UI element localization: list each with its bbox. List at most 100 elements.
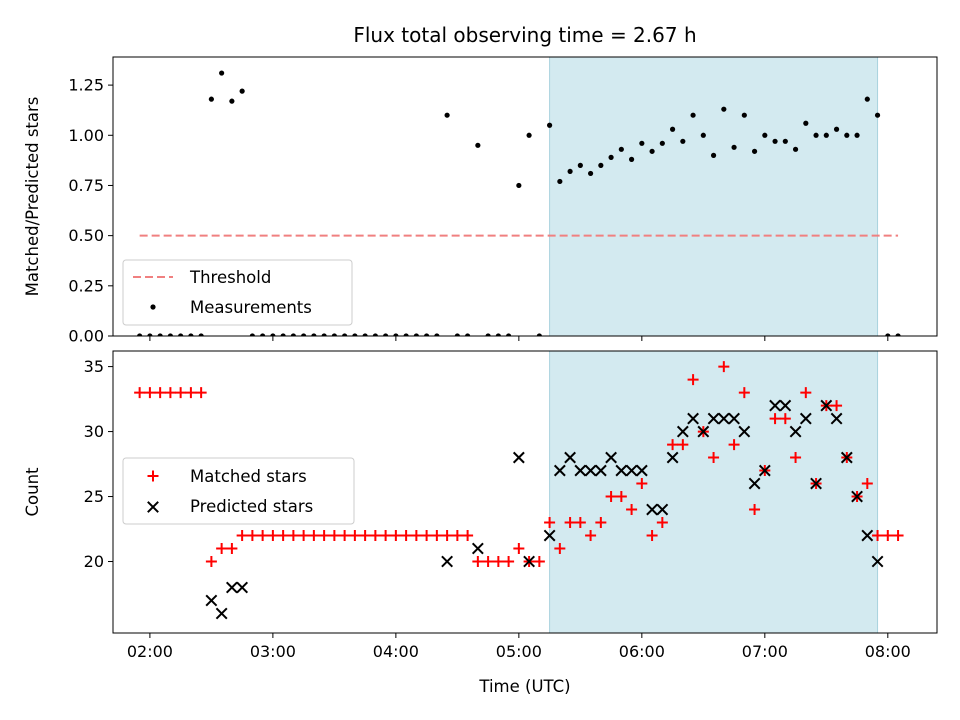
bottom-ytick-label: 20 xyxy=(84,552,104,571)
measurement-point xyxy=(546,122,553,128)
measurement-point xyxy=(198,333,204,336)
bottom-ytick-label: 35 xyxy=(84,357,104,376)
measurement-point xyxy=(147,333,153,336)
matched-star-point xyxy=(615,491,627,503)
predicted-star-point xyxy=(236,581,249,594)
predicted-star-point xyxy=(728,412,740,425)
matched-star-point xyxy=(298,530,310,542)
top-axes-frame xyxy=(112,56,938,337)
predicted-star-point xyxy=(666,451,679,464)
matched-star-point xyxy=(462,530,474,542)
bottom-xtick-label: 06:00 xyxy=(619,642,665,661)
predicted-star-point xyxy=(553,464,566,477)
matched-star-point xyxy=(708,452,720,464)
measurement-point xyxy=(249,333,255,336)
predicted-star-point xyxy=(758,464,771,477)
matched-star-point xyxy=(308,530,320,542)
bottom-xtick-label: 02:00 xyxy=(127,642,173,661)
measurement-point xyxy=(413,333,419,336)
predicted-star-point xyxy=(820,399,833,412)
matched-star-point xyxy=(369,530,381,542)
legend-matched-label: Matched stars xyxy=(190,467,307,486)
matched-star-point xyxy=(195,387,207,399)
matched-star-point xyxy=(790,452,802,464)
legend-predicted-label: Predicted stars xyxy=(190,497,313,516)
measurement-point xyxy=(178,333,184,336)
measurement-point xyxy=(372,333,378,336)
predicted-star-point xyxy=(584,464,597,477)
measurement-point xyxy=(424,333,430,336)
predicted-star-point xyxy=(646,503,658,516)
matched-star-point xyxy=(482,556,494,568)
top-legend: Threshold Measurements xyxy=(122,259,353,326)
matched-star-point xyxy=(882,530,894,542)
measurement-point xyxy=(393,333,399,336)
measurement-point xyxy=(157,333,163,336)
measurement-point xyxy=(383,333,389,336)
measurement-point xyxy=(792,146,799,152)
measurement-point xyxy=(188,333,194,336)
measurement-point xyxy=(762,132,768,138)
predicted-star-point xyxy=(215,607,228,620)
matched-star-point xyxy=(872,530,884,542)
matched-star-point xyxy=(831,400,843,412)
matched-star-point xyxy=(380,530,392,542)
matched-star-point xyxy=(892,530,904,542)
matched-star-point xyxy=(410,530,422,542)
measurement-point xyxy=(803,120,809,126)
matched-star-point xyxy=(144,387,156,399)
predicted-star-point xyxy=(564,451,577,464)
measurement-point xyxy=(454,333,460,336)
measurement-point xyxy=(587,170,594,177)
predicted-star-point xyxy=(789,425,802,438)
matched-star-point xyxy=(533,556,545,568)
top-data-layer xyxy=(137,70,901,336)
bottom-xtick-label: 08:00 xyxy=(865,642,911,661)
measurement-point xyxy=(782,138,788,144)
measurement-point xyxy=(844,132,850,138)
matched-star-point xyxy=(779,413,791,425)
matched-star-point xyxy=(226,543,238,555)
measurement-point xyxy=(649,148,655,154)
measurement-point xyxy=(731,144,737,150)
chart-title: Flux total observing time = 2.67 h xyxy=(353,23,696,47)
measurement-point xyxy=(495,333,501,336)
measurement-point xyxy=(680,138,686,144)
predicted-star-point xyxy=(225,581,238,594)
matched-star-point xyxy=(154,387,166,399)
measurement-point xyxy=(700,132,706,138)
matched-star-point xyxy=(441,530,453,542)
predicted-star-point xyxy=(799,412,812,425)
matched-star-point xyxy=(277,530,289,542)
x-axis-label: Time (UTC) xyxy=(478,677,570,696)
measurement-point xyxy=(598,162,604,168)
measurement-point xyxy=(260,333,266,336)
legend-measurements-label: Measurements xyxy=(190,298,312,317)
matched-star-point xyxy=(585,530,597,542)
top-panel: 0.00 0.25 0.50 0.75 1.00 1.25 Matched/Predicte… xyxy=(23,23,938,346)
measurement-point xyxy=(608,154,614,160)
measurement-point xyxy=(885,333,891,336)
measurement-point xyxy=(229,98,235,104)
predicted-star-point xyxy=(441,555,454,568)
matched-star-point xyxy=(544,517,556,529)
predicted-star-point xyxy=(676,425,689,438)
measurement-point xyxy=(741,112,747,118)
measurement-point xyxy=(167,333,173,336)
predicted-star-point xyxy=(523,555,536,568)
bottom-xtick-label: 07:00 xyxy=(742,642,788,661)
predicted-star-point xyxy=(769,399,781,412)
top-ytick-label: 0.25 xyxy=(68,276,104,295)
bottom-series-predicted-stars xyxy=(205,399,884,620)
predicted-star-point xyxy=(625,464,638,477)
matched-star-point xyxy=(236,530,248,542)
matched-star-point xyxy=(728,439,740,451)
measurement-point xyxy=(290,333,296,336)
matched-star-point xyxy=(318,530,330,542)
matched-star-point xyxy=(257,530,269,542)
predicted-star-point xyxy=(871,555,884,568)
matched-star-point xyxy=(134,387,146,399)
measurement-point xyxy=(475,142,481,148)
predicted-star-point xyxy=(697,425,710,438)
